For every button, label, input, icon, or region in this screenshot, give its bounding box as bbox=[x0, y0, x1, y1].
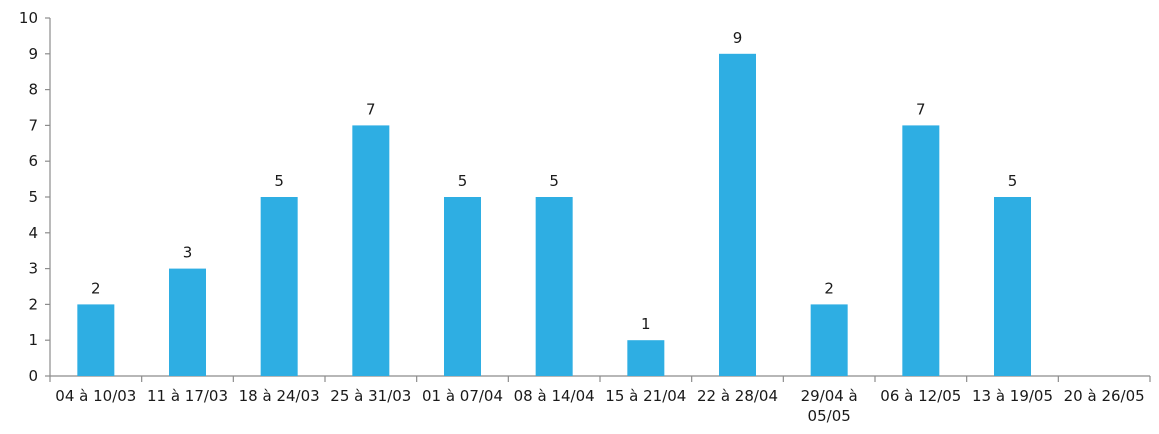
data-label: 3 bbox=[183, 244, 193, 262]
data-label: 5 bbox=[458, 172, 468, 190]
data-label: 5 bbox=[1008, 172, 1018, 190]
bar bbox=[169, 268, 206, 376]
data-label: 5 bbox=[274, 172, 284, 190]
bar bbox=[352, 125, 390, 377]
data-labels: 2 3 5 7 5 5 1 9 2 7 5 bbox=[91, 29, 1017, 333]
y-tick-label: 7 bbox=[28, 116, 38, 134]
y-tick-label: 4 bbox=[28, 224, 38, 242]
y-tick-label: 10 bbox=[19, 9, 38, 27]
data-label: 7 bbox=[916, 100, 926, 118]
x-tick-label: 18 à 24/03 bbox=[239, 387, 320, 405]
bar bbox=[260, 197, 298, 376]
x-tick-label: 20 à 26/05 bbox=[1064, 387, 1145, 405]
x-tick-label: 25 à 31/03 bbox=[330, 387, 411, 405]
x-tick-label: 13 à 19/05 bbox=[972, 387, 1053, 405]
y-tick-label: 1 bbox=[28, 331, 38, 349]
data-label: 2 bbox=[91, 279, 101, 297]
bar bbox=[77, 304, 115, 376]
x-tick-label: 06 à 12/05 bbox=[880, 387, 961, 405]
bar bbox=[627, 340, 665, 376]
bar bbox=[719, 53, 756, 377]
bar bbox=[810, 304, 848, 376]
data-label: 1 bbox=[641, 315, 651, 333]
y-tick-label: 9 bbox=[28, 45, 38, 63]
bar bbox=[902, 125, 940, 377]
data-label: 5 bbox=[549, 172, 559, 190]
x-tick-label: 01 à 07/04 bbox=[422, 387, 503, 405]
y-tick-label: 2 bbox=[28, 295, 38, 313]
x-tick-label: 29/04 à 05/05 bbox=[801, 387, 858, 425]
x-tick-label: 15 à 21/04 bbox=[605, 387, 686, 405]
bar bbox=[535, 197, 573, 376]
y-tick-label: 5 bbox=[28, 188, 38, 206]
bars bbox=[77, 53, 1031, 377]
y-tick-label: 3 bbox=[28, 260, 38, 278]
bar bbox=[994, 197, 1031, 376]
y-axis: 0 1 2 3 4 5 6 7 8 9 10 bbox=[19, 9, 51, 385]
y-tick-label: 0 bbox=[28, 367, 38, 385]
x-tick-label: 08 à 14/04 bbox=[514, 387, 595, 405]
x-axis: 04 à 10/03 11 à 17/03 18 à 24/03 25 à 31/03… bbox=[49, 375, 1151, 425]
x-tick-label: 22 à 28/04 bbox=[697, 387, 778, 405]
data-label: 9 bbox=[733, 29, 743, 47]
data-label: 7 bbox=[366, 100, 376, 118]
x-tick-label: 04 à 10/03 bbox=[55, 387, 136, 405]
y-tick-label: 6 bbox=[28, 152, 38, 170]
bar bbox=[444, 197, 481, 376]
y-tick-label: 8 bbox=[28, 81, 38, 99]
x-tick-label: 11 à 17/03 bbox=[147, 387, 228, 405]
data-label: 2 bbox=[824, 279, 834, 297]
